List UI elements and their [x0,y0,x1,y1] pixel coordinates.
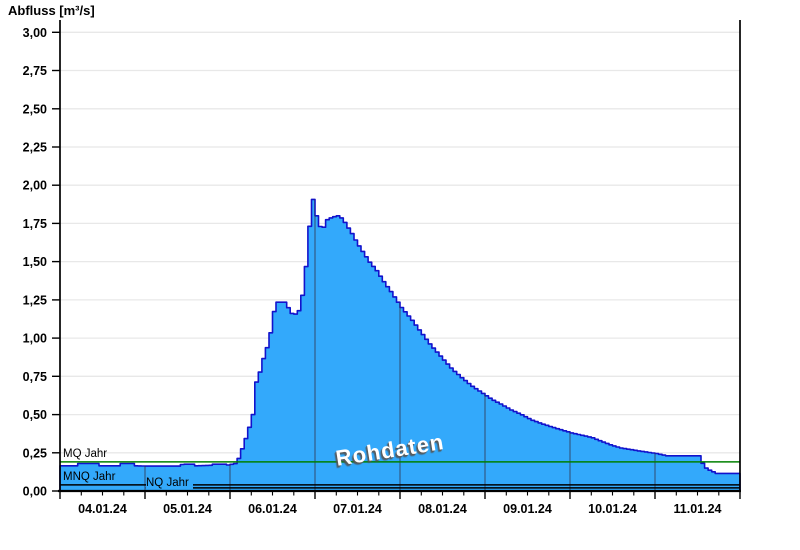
nq-jahr-label: NQ Jahr [146,477,193,489]
y-tick-label: 1,00 [23,332,47,346]
y-tick-label: 2,50 [23,102,47,116]
x-tick-label: 05.01.24 [163,502,212,516]
y-tick-label: 0,50 [23,408,47,422]
x-tick-label: 09.01.24 [503,502,552,516]
mq-jahr-label: MQ Jahr [63,448,108,460]
y-ticks [52,31,60,492]
x-tick-label: 08.01.24 [418,502,467,516]
y-tick-label: 2,75 [23,64,47,78]
y-tick-label: 1,75 [23,217,47,231]
y-tick-label: 0,75 [23,370,47,384]
y-tick-label: 1,50 [23,255,47,269]
y-tick-label: 2,25 [23,141,47,155]
y-tick-label: 0,00 [23,485,47,499]
x-tick-label: 06.01.24 [248,502,297,516]
day-separator-lines [144,199,656,491]
x-tick-labels: 04.01.24 05.01.24 06.01.24 07.01.24 08.01.24… [78,502,721,516]
y-tick-label: 1,25 [23,293,47,307]
y-tick-label: 2,00 [23,179,47,193]
y-tick-labels: 0,00 0,25 0,50 0,75 1,00 1,25 1,50 1,75 2,00 2,25… [23,26,47,499]
y-tick-label: 0,25 [23,446,47,460]
x-tick-label: 10.01.24 [588,502,637,516]
x-tick-label: 11.01.24 [674,502,722,516]
mnq-jahr-label: MNQ Jahr [63,471,116,483]
x-ticks [59,491,741,499]
x-tick-label: 07.01.24 [333,502,382,516]
y-tick-label: 3,00 [23,26,47,40]
x-tick-label: 04.01.24 [78,502,127,516]
chart-title: Abfluss [m³/s] [8,3,95,18]
